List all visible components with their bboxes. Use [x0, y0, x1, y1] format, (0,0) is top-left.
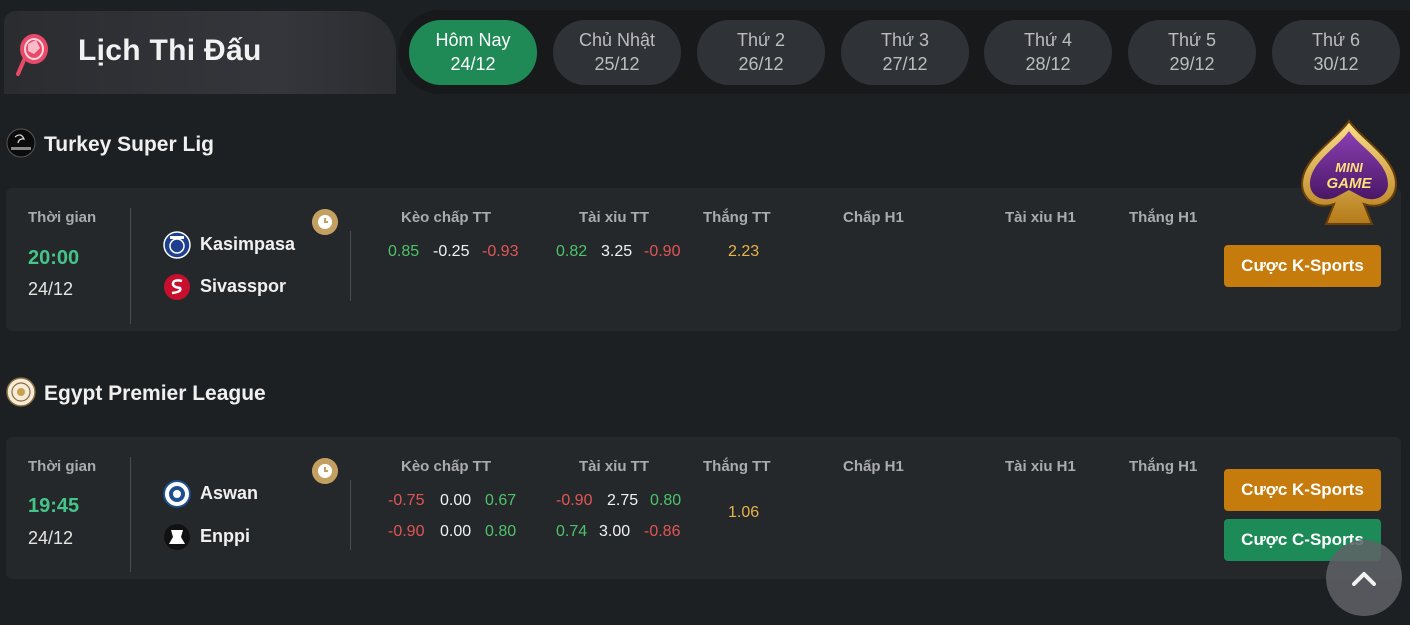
tab-day-label: Thứ 2 — [736, 30, 786, 50]
away-team-name: Enppi — [200, 526, 250, 546]
tab-day-label: Hôm Nay — [435, 30, 511, 50]
handicap-odd-home[interactable]: -0.75 — [388, 492, 425, 509]
tab-date-label: 25/12 — [594, 54, 640, 74]
tab-date-label: 30/12 — [1313, 54, 1359, 74]
divider — [130, 208, 131, 324]
aswan-logo-icon — [163, 480, 191, 508]
minigame-text: GAME — [1327, 175, 1373, 192]
win-odd[interactable]: 1.06 — [728, 504, 760, 521]
overunder-h1-column-label: Tài xỉu H1 — [1005, 458, 1076, 475]
handicap-line: -0.25 — [433, 243, 470, 260]
win-h1-column-label: Thắng H1 — [1129, 209, 1198, 226]
egypt-league-icon — [6, 377, 36, 407]
page-title: Lịch Thi Đấu — [78, 34, 262, 67]
home-team-name: Aswan — [200, 483, 259, 503]
tab-monday[interactable]: Thứ 2 26/12 — [697, 20, 825, 85]
divider — [130, 457, 131, 572]
tab-day-label: Thứ 4 — [1023, 30, 1073, 50]
schedule-header: Lịch Thi Đấu Hôm Nay 24/12 Chủ Nhật 25/1… — [0, 0, 1410, 96]
league-name: Egypt Premier League — [44, 382, 266, 405]
tab-date-label: 28/12 — [1025, 54, 1071, 74]
handicap-odd-away[interactable]: -0.93 — [482, 243, 519, 260]
handicap-odd-home[interactable]: 0.85 — [388, 243, 420, 260]
over-odd[interactable]: 0.82 — [556, 243, 588, 260]
handicap-odd-away[interactable]: 0.67 — [485, 492, 517, 509]
overunder-line: 3.00 — [599, 523, 631, 540]
divider — [350, 480, 351, 550]
under-odd[interactable]: 0.80 — [650, 492, 682, 509]
tab-day-label: Thứ 3 — [880, 30, 930, 50]
overunder-column-label: Tài xỉu TT — [579, 209, 650, 226]
enppi-logo-icon — [164, 524, 190, 550]
win-column-label: Thắng TT — [703, 458, 771, 475]
bet-k-sports-button[interactable]: Cược K-Sports — [1224, 469, 1381, 511]
handicap-odd-away[interactable]: 0.80 — [485, 523, 517, 540]
match-date: 24/12 — [28, 528, 74, 548]
super-lig-icon — [6, 128, 36, 158]
match-time: 20:00 — [28, 247, 80, 269]
minigame-spade-icon[interactable]: MINI GAME — [1296, 118, 1402, 230]
bet-k-sports-button[interactable]: Cược K-Sports — [1224, 245, 1381, 287]
tab-wednesday[interactable]: Thứ 4 28/12 — [984, 20, 1112, 85]
tab-friday[interactable]: Thứ 6 30/12 — [1272, 20, 1400, 85]
tab-date-label: 26/12 — [738, 54, 784, 74]
tab-date-label: 24/12 — [450, 54, 496, 74]
handicap-h1-column-label: Chấp H1 — [843, 458, 904, 475]
win-odd[interactable]: 2.23 — [728, 243, 760, 260]
overunder-line: 3.25 — [601, 243, 633, 260]
handicap-odd-home[interactable]: -0.90 — [388, 523, 425, 540]
match-card: Thời gian 19:45 24/12 Aswan Enppi Kèo ch… — [6, 437, 1401, 579]
scroll-to-top-button[interactable] — [1326, 540, 1402, 616]
handicap-line: 0.00 — [440, 523, 472, 540]
over-odd[interactable]: 0.74 — [556, 523, 588, 540]
date-tabs: Hôm Nay 24/12 Chủ Nhật 25/12 Thứ 2 26/12… — [398, 10, 1410, 94]
league-name: Turkey Super Lig — [44, 133, 214, 156]
ball-logo-icon — [16, 34, 48, 76]
handicap-column-label: Kèo chấp TT — [401, 458, 492, 475]
chevron-up-icon — [1352, 572, 1376, 586]
tab-thursday[interactable]: Thứ 5 29/12 — [1128, 20, 1256, 85]
home-team-name: Kasimpasa — [200, 234, 296, 254]
match-time: 19:45 — [28, 495, 80, 517]
overunder-line: 2.75 — [607, 492, 639, 509]
tab-sunday[interactable]: Chủ Nhật 25/12 — [553, 20, 681, 85]
under-odd[interactable]: -0.86 — [644, 523, 681, 540]
win-h1-column-label: Thắng H1 — [1129, 458, 1198, 475]
divider — [350, 231, 351, 301]
handicap-column-label: Kèo chấp TT — [401, 209, 492, 226]
tab-today[interactable]: Hôm Nay 24/12 — [409, 20, 537, 85]
tab-day-label: Chủ Nhật — [578, 30, 656, 50]
overunder-h1-column-label: Tài xỉu H1 — [1005, 209, 1076, 226]
clock-icon — [312, 209, 338, 235]
handicap-h1-column-label: Chấp H1 — [843, 209, 904, 226]
kasimpasa-logo-icon — [163, 231, 191, 259]
under-odd[interactable]: -0.90 — [644, 243, 681, 260]
tab-tuesday[interactable]: Thứ 3 27/12 — [841, 20, 969, 85]
time-column-label: Thời gian — [28, 209, 97, 226]
time-column-label: Thời gian — [28, 458, 97, 475]
clock-icon — [312, 458, 338, 484]
tab-date-label: 27/12 — [882, 54, 928, 74]
title-panel — [4, 11, 396, 94]
over-odd[interactable]: -0.90 — [556, 492, 593, 509]
win-column-label: Thắng TT — [703, 209, 771, 226]
away-team-name: Sivasspor — [200, 276, 287, 296]
handicap-line: 0.00 — [440, 492, 472, 509]
sivasspor-logo-icon — [164, 274, 190, 300]
match-card: Thời gian 20:00 24/12 Kasimpasa Sivasspo… — [6, 188, 1401, 331]
tab-day-label: Thứ 5 — [1167, 30, 1217, 50]
match-date: 24/12 — [28, 279, 74, 299]
overunder-column-label: Tài xỉu TT — [579, 458, 650, 475]
tab-day-label: Thứ 6 — [1311, 30, 1361, 50]
tab-date-label: 29/12 — [1169, 54, 1215, 74]
minigame-text: MINI — [1335, 160, 1363, 175]
